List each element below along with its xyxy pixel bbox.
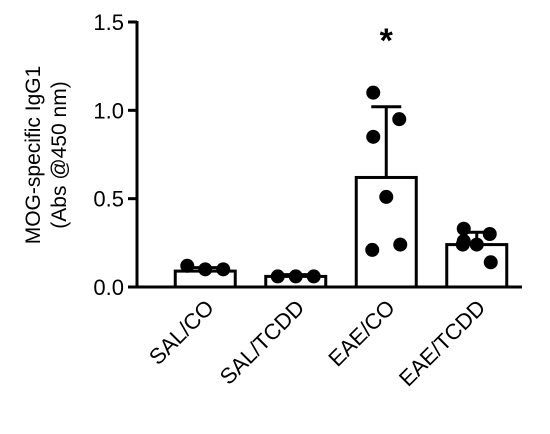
error-bar [371, 105, 402, 178]
data-point [455, 237, 470, 252]
y-axis-label: MOG-specific IgG1 (Abs @450 nm) [22, 66, 71, 245]
data-point [393, 237, 408, 252]
data-point [270, 269, 285, 284]
x-tick-label: SAL/TCDD [215, 295, 310, 390]
data-point [288, 269, 303, 284]
data-point [366, 85, 381, 100]
data-point [366, 129, 381, 144]
data-point [392, 112, 407, 127]
x-tick-label: EAE/TCDD [394, 295, 490, 391]
data-point [198, 262, 213, 277]
data-point [456, 221, 471, 236]
y-tick-label: 1.5 [93, 10, 124, 35]
y-label-line: MOG-specific IgG1 [22, 66, 45, 245]
data-point [180, 258, 195, 273]
y-label-line: (Abs @450 nm) [48, 81, 71, 228]
data-point [469, 237, 484, 252]
data-point [379, 189, 394, 204]
x-tick-label: EAE/CO [323, 295, 399, 371]
annotation: * [380, 22, 394, 60]
data-point [306, 269, 321, 284]
y-tick-label: 1.0 [93, 98, 124, 123]
data-point [483, 255, 498, 270]
y-tick-label: 0.0 [93, 275, 124, 300]
data-point [482, 227, 497, 241]
y-tick-label: 0.5 [93, 187, 124, 212]
x-tick-label: SAL/CO [144, 295, 219, 370]
data-point [216, 262, 231, 277]
data-point [365, 242, 380, 257]
